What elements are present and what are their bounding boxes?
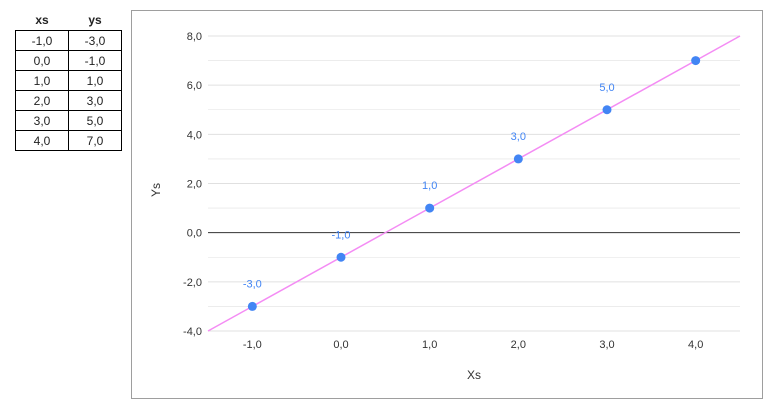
table-row: 2,0 3,0 bbox=[15, 90, 122, 111]
table-row: 3,0 5,0 bbox=[15, 110, 122, 131]
y-tick-label: 0,0 bbox=[187, 228, 202, 240]
table-cell[interactable]: 5,0 bbox=[68, 110, 122, 131]
table-cell[interactable]: 7,0 bbox=[68, 130, 122, 151]
data-label: -1,0 bbox=[332, 229, 351, 241]
data-point[interactable] bbox=[425, 203, 435, 213]
table-row: -1,0 -3,0 bbox=[15, 30, 122, 51]
data-label: -3,0 bbox=[243, 278, 262, 290]
y-tick-label: 8,0 bbox=[187, 31, 202, 43]
x-tick-label: 4,0 bbox=[688, 339, 703, 351]
x-tick-label: 1,0 bbox=[422, 339, 437, 351]
data-point[interactable] bbox=[691, 56, 701, 66]
x-tick-label: 2,0 bbox=[511, 339, 526, 351]
y-tick-label: -2,0 bbox=[183, 277, 202, 289]
data-point[interactable] bbox=[336, 252, 346, 262]
data-label: 1,0 bbox=[422, 180, 437, 192]
y-tick-label: 4,0 bbox=[187, 129, 202, 141]
y-axis-title: Ys bbox=[149, 183, 163, 197]
data-table: xs ys -1,0 -3,0 0,0 -1,0 1,0 1,0 2,0 3,0… bbox=[15, 10, 122, 151]
data-point[interactable] bbox=[247, 301, 257, 311]
trendline-layer bbox=[207, 35, 741, 332]
data-label: 3,0 bbox=[511, 131, 526, 143]
y-tick-label: 2,0 bbox=[187, 179, 202, 191]
data-labels: -3,0 -1,0 1,0 3,0 5,0 bbox=[243, 82, 615, 291]
data-point[interactable] bbox=[513, 154, 523, 164]
table-cell[interactable]: 3,0 bbox=[68, 90, 122, 111]
data-point[interactable] bbox=[602, 105, 612, 115]
data-label: 5,0 bbox=[599, 82, 614, 94]
tick-labels: -4,0 -2,0 0,0 2,0 4,0 6,0 8,0 -1,0 0,0 1,0 2,0 3,0 4… bbox=[183, 31, 703, 351]
chart-frame[interactable] bbox=[131, 10, 763, 399]
y-tick-label: 6,0 bbox=[187, 80, 202, 92]
y-tick-label: -4,0 bbox=[183, 326, 202, 338]
x-tick-label: 3,0 bbox=[599, 339, 614, 351]
x-axis-title: Xs bbox=[467, 368, 481, 382]
table-header-row: xs ys bbox=[16, 10, 122, 31]
x-tick-label: 0,0 bbox=[333, 339, 348, 351]
column-header-ys: ys bbox=[88, 13, 102, 27]
column-header-xs: xs bbox=[35, 13, 49, 27]
data-points bbox=[247, 56, 701, 311]
x-tick-label: -1,0 bbox=[243, 339, 262, 351]
trendline bbox=[207, 35, 741, 332]
table-row: 4,0 7,0 bbox=[15, 130, 122, 151]
